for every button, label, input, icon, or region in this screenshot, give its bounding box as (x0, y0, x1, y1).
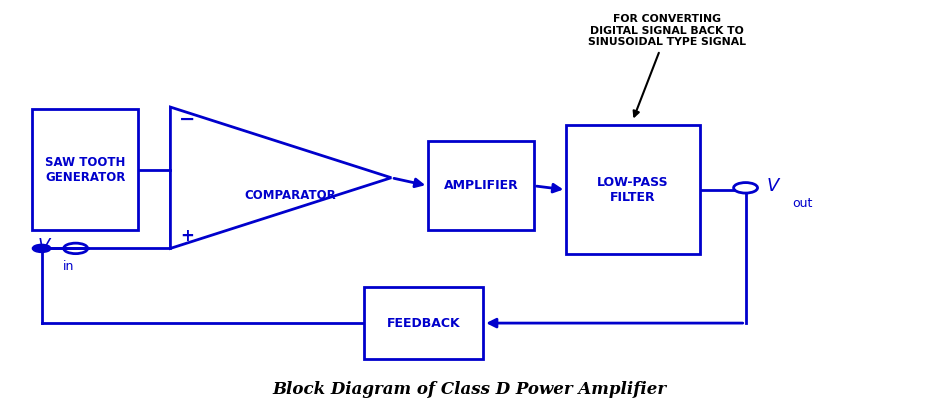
Text: LOW-PASS
FILTER: LOW-PASS FILTER (597, 176, 669, 204)
Text: $V$: $V$ (766, 177, 781, 195)
Text: COMPARATOR: COMPARATOR (244, 190, 336, 202)
FancyBboxPatch shape (363, 287, 484, 359)
Circle shape (32, 244, 51, 253)
Text: AMPLIFIER: AMPLIFIER (443, 179, 518, 192)
Text: SAW TOOTH
GENERATOR: SAW TOOTH GENERATOR (45, 156, 126, 184)
FancyBboxPatch shape (32, 109, 138, 230)
FancyBboxPatch shape (428, 141, 534, 230)
Text: FOR CONVERTING
DIGITAL SIGNAL BACK TO
SINUSOIDAL TYPE SIGNAL: FOR CONVERTING DIGITAL SIGNAL BACK TO SI… (589, 14, 747, 117)
FancyBboxPatch shape (566, 125, 700, 255)
Text: Block Diagram of Class D Power Amplifier: Block Diagram of Class D Power Amplifier (272, 381, 667, 398)
Text: −: − (178, 110, 195, 129)
Text: $V$: $V$ (38, 237, 53, 255)
Text: +: + (180, 227, 194, 245)
Text: in: in (63, 260, 74, 273)
Text: out: out (793, 197, 813, 211)
Text: FEEDBACK: FEEDBACK (387, 316, 460, 330)
